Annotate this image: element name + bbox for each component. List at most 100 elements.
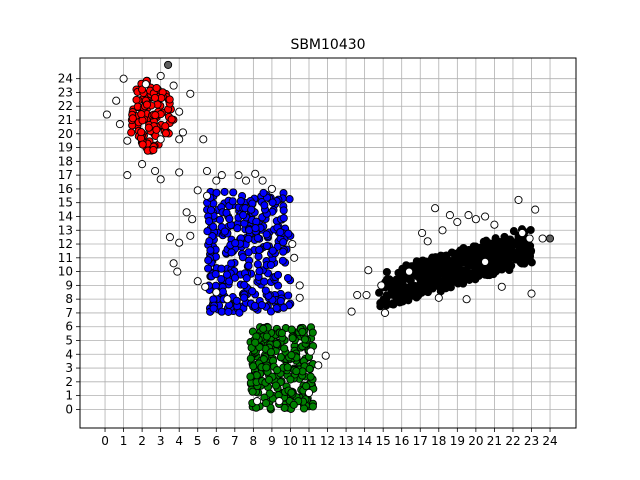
outlier-point bbox=[531, 205, 540, 214]
outlier-point bbox=[471, 215, 480, 224]
cluster-point bbox=[233, 224, 242, 233]
cluster-point bbox=[266, 348, 276, 357]
outlier-point bbox=[275, 397, 284, 406]
cluster-point bbox=[306, 372, 315, 381]
outlier-point bbox=[212, 288, 221, 297]
cluster-point bbox=[521, 256, 530, 265]
outlier-point bbox=[423, 237, 432, 246]
y-tick-label: 6 bbox=[65, 320, 73, 334]
cluster-point bbox=[421, 287, 430, 296]
cluster-point bbox=[292, 367, 301, 376]
cluster-point bbox=[286, 375, 295, 384]
cluster-point bbox=[302, 382, 311, 391]
y-tick-label: 13 bbox=[58, 223, 73, 237]
cluster-point bbox=[427, 277, 437, 286]
outlier-point bbox=[251, 169, 260, 178]
y-tick-label: 9 bbox=[65, 278, 73, 292]
outlier-point bbox=[253, 397, 262, 406]
cluster-point bbox=[209, 222, 218, 231]
cluster-point bbox=[244, 248, 253, 257]
cluster-point bbox=[242, 274, 251, 283]
cluster-point bbox=[287, 351, 296, 360]
cluster-point bbox=[246, 372, 255, 381]
outlier-point bbox=[431, 204, 440, 213]
outlier-point bbox=[193, 277, 202, 286]
outlier-point bbox=[518, 228, 527, 238]
cluster-point bbox=[459, 243, 468, 253]
x-tick-label: 14 bbox=[357, 434, 372, 448]
outlier-point bbox=[217, 171, 226, 180]
cluster-point bbox=[503, 259, 512, 268]
cluster-point bbox=[137, 110, 146, 119]
outlier-point bbox=[202, 166, 212, 176]
x-tick-label: 16 bbox=[394, 434, 409, 448]
y-tick-label: 1 bbox=[65, 389, 73, 403]
cluster-point bbox=[439, 277, 448, 286]
x-tick-label: 18 bbox=[431, 434, 446, 448]
y-tick-label: 24 bbox=[58, 72, 73, 86]
cluster-point bbox=[209, 304, 218, 313]
cluster-point bbox=[447, 273, 456, 282]
cluster-point bbox=[491, 237, 500, 246]
cluster-point bbox=[283, 273, 293, 283]
y-tick-label: 10 bbox=[58, 265, 73, 279]
cluster-point bbox=[453, 249, 462, 258]
outlier-point bbox=[377, 281, 386, 290]
outlier-point bbox=[295, 293, 304, 302]
y-tick-label: 0 bbox=[65, 402, 73, 416]
cluster-point bbox=[287, 325, 296, 334]
cluster-point bbox=[276, 353, 285, 362]
outlier-point bbox=[481, 212, 490, 221]
chart-title: SBM10430 bbox=[290, 37, 365, 53]
cluster-point bbox=[261, 399, 271, 408]
cluster-point bbox=[464, 255, 473, 264]
y-tick-label: 18 bbox=[58, 154, 73, 168]
outlier-point bbox=[182, 208, 191, 217]
cluster-point bbox=[501, 239, 510, 248]
cluster-point bbox=[215, 215, 225, 224]
outlier-point bbox=[141, 80, 150, 89]
cluster-point bbox=[262, 332, 271, 341]
cluster-point bbox=[220, 227, 229, 236]
outlier-point bbox=[258, 176, 267, 185]
cluster-point bbox=[283, 363, 292, 372]
outlier-point bbox=[173, 267, 182, 276]
outlier-point bbox=[165, 233, 174, 242]
cluster-point bbox=[268, 198, 277, 207]
cluster-point bbox=[144, 123, 153, 132]
outlier-point bbox=[347, 307, 356, 316]
x-tick-label: 22 bbox=[505, 434, 520, 448]
cluster-point bbox=[206, 206, 216, 215]
cluster-point bbox=[227, 259, 236, 268]
cluster-point bbox=[262, 363, 271, 372]
cluster-point bbox=[439, 260, 448, 269]
cluster-point bbox=[289, 400, 298, 409]
y-tick-label: 21 bbox=[58, 113, 73, 127]
cluster-point bbox=[247, 205, 256, 214]
cluster-point bbox=[218, 287, 227, 296]
cluster-point bbox=[260, 201, 269, 210]
outlier-point bbox=[212, 176, 221, 185]
cluster-point bbox=[248, 287, 257, 296]
cluster-point bbox=[132, 95, 141, 104]
cluster-point bbox=[299, 404, 309, 413]
cluster-point bbox=[284, 229, 293, 238]
cluster-point bbox=[206, 246, 215, 255]
cluster-point bbox=[466, 246, 475, 255]
cluster-point bbox=[128, 114, 137, 123]
cluster-point bbox=[279, 238, 288, 247]
y-tick-label: 11 bbox=[58, 251, 73, 265]
cluster-point bbox=[279, 247, 288, 256]
y-tick-label: 19 bbox=[58, 141, 73, 155]
outlier-point bbox=[288, 239, 297, 249]
x-tick-label: 21 bbox=[487, 434, 502, 448]
cluster-point bbox=[260, 277, 269, 286]
cluster-point bbox=[492, 261, 501, 270]
cluster-point bbox=[399, 282, 408, 291]
x-tick-label: 15 bbox=[376, 434, 391, 448]
x-tick-label: 10 bbox=[283, 434, 298, 448]
cluster-point bbox=[272, 304, 281, 313]
outlier-point bbox=[434, 293, 443, 302]
cluster-point bbox=[205, 237, 214, 246]
outlier-point bbox=[123, 171, 132, 180]
